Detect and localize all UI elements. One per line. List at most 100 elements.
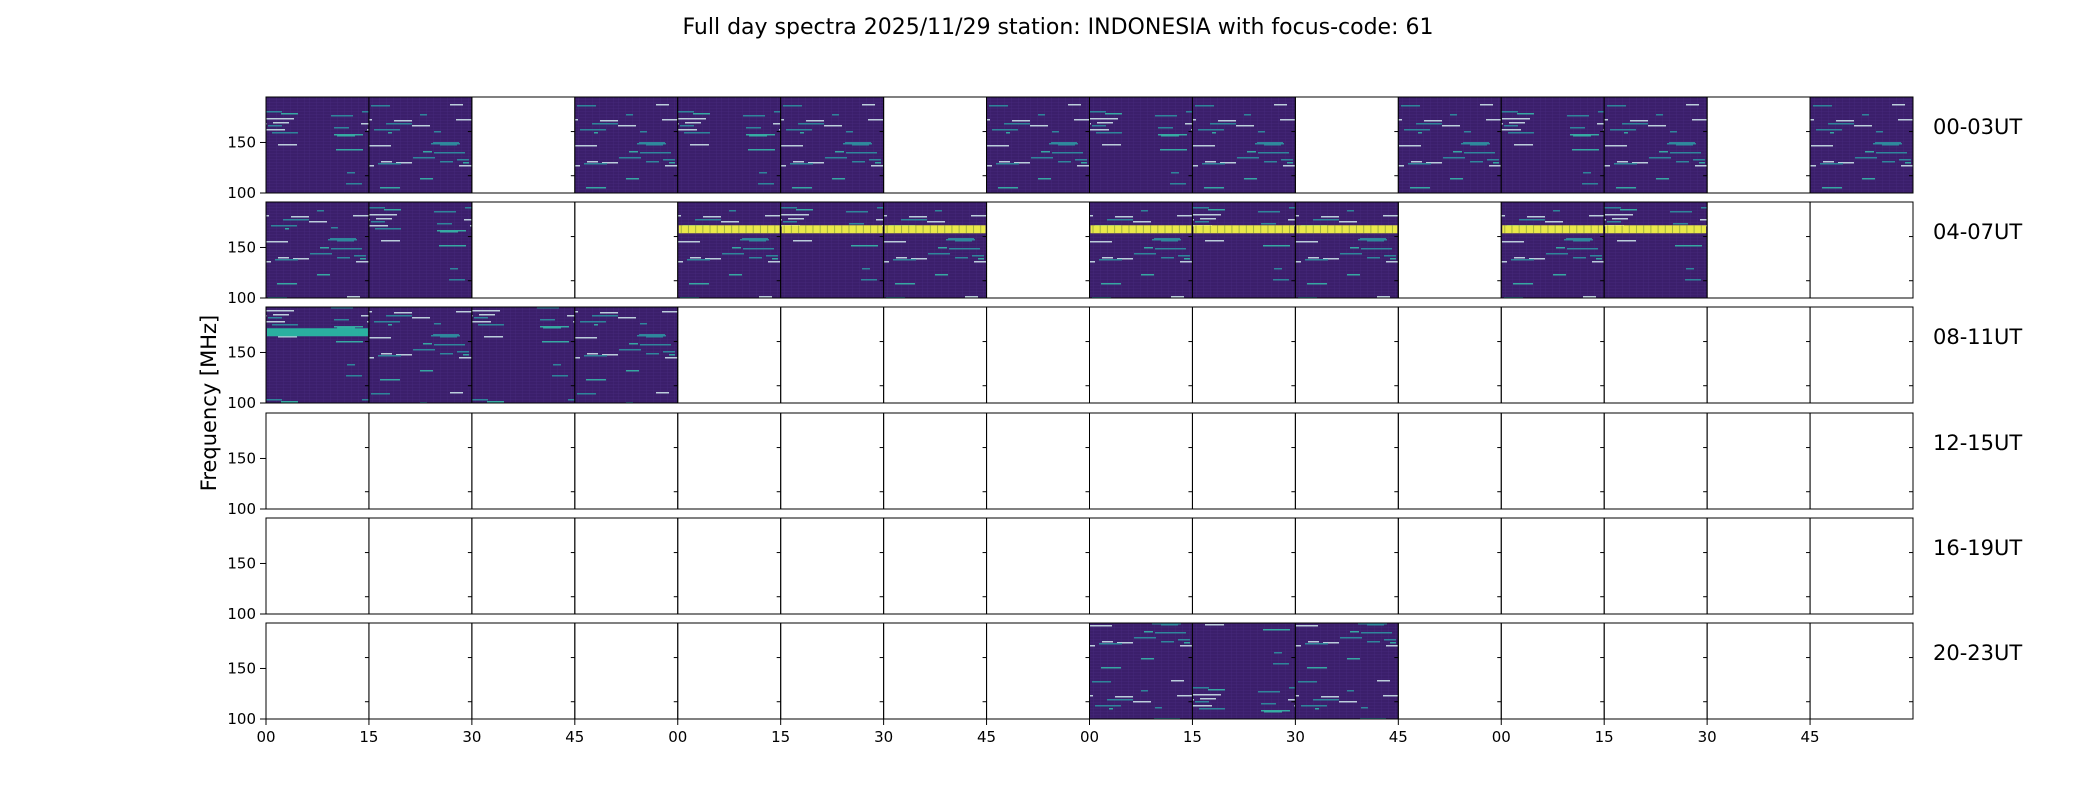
- panel-frame: [1809, 306, 1914, 404]
- rfi-band-mark: [752, 225, 754, 234]
- panel-frame: [1603, 306, 1708, 404]
- panel-frame: [1706, 622, 1811, 720]
- panel-frame: [574, 201, 679, 299]
- rfi-band-mark: [1657, 225, 1659, 234]
- panel-frame: [265, 517, 370, 615]
- rfi-band-mark: [819, 225, 821, 234]
- rfi-band-mark: [973, 225, 975, 234]
- panel-frame: [677, 306, 782, 404]
- panel-frame: [471, 201, 576, 299]
- rfi-band: [267, 328, 368, 337]
- rfi-band-mark: [1700, 225, 1702, 234]
- rfi-band-mark: [929, 225, 931, 234]
- panel-frame: [986, 517, 1090, 615]
- rfi-band-mark: [1511, 225, 1513, 234]
- panel-frame: [780, 517, 885, 615]
- panel-frame: [1294, 96, 1399, 194]
- panel-frame: [1809, 201, 1914, 299]
- rfi-band-mark: [1157, 225, 1159, 234]
- rfi-band-mark: [716, 225, 718, 234]
- rfi-band: [1502, 225, 1604, 234]
- rfi-band-mark: [1327, 225, 1329, 234]
- spectra-row-04-07UT: 100 150 04-07UT: [227, 201, 2022, 307]
- rfi-band-mark: [1635, 225, 1637, 234]
- panel-frame: [265, 412, 370, 510]
- panel-frame: [471, 622, 576, 720]
- spectra-row-20-23UT: 100 150 20-23UT: [227, 622, 2022, 728]
- y-tick-label: 150: [227, 449, 256, 467]
- y-tick-label: 150: [227, 659, 256, 677]
- panel-frame: [883, 517, 988, 615]
- rfi-band-mark: [1209, 225, 1211, 234]
- rfi-band-mark: [812, 225, 814, 234]
- rfi-band-mark: [1504, 225, 1506, 234]
- rfi-band-mark: [893, 225, 895, 234]
- rfi-band-mark: [1142, 225, 1144, 234]
- rfi-band-mark: [1643, 225, 1645, 234]
- panel-frame: [471, 412, 576, 510]
- rfi-band-mark: [826, 225, 828, 234]
- y-tick-label: 100: [227, 289, 256, 307]
- x-axis: 00 15 30 45 00 15 30 45 00 15 30 45 00 15 30 45: [256, 719, 1820, 746]
- rfi-band-mark: [1597, 225, 1599, 234]
- y-tick-label: 100: [227, 500, 256, 518]
- rfi-band-mark: [790, 225, 792, 234]
- row-label: 00-03UT: [1933, 115, 2022, 139]
- spectrogram-tile: [1089, 97, 1193, 193]
- rfi-band-mark: [1114, 225, 1116, 234]
- chart-title: Full day spectra 2025/11/29 station: IND…: [682, 15, 1433, 40]
- rfi-band-mark: [1171, 225, 1173, 234]
- spectrogram-tile: [1192, 623, 1296, 719]
- rfi-band-mark: [1686, 225, 1688, 234]
- rfi-band-mark: [805, 225, 807, 234]
- rfi-band-mark: [1614, 225, 1616, 234]
- spectrogram-tile: [574, 97, 678, 193]
- panel-frame: [986, 412, 1090, 510]
- rfi-band-mark: [1289, 225, 1291, 234]
- rfi-band-mark: [1576, 225, 1578, 234]
- panel-frame: [1397, 622, 1502, 720]
- panel-frame: [883, 622, 988, 720]
- panel-frame: [1191, 306, 1296, 404]
- rfi-band-mark: [1561, 225, 1563, 234]
- row-label: 12-15UT: [1933, 431, 2022, 455]
- panel-frame: [1500, 622, 1605, 720]
- panel-frame: [471, 517, 576, 615]
- panel-frame: [1706, 517, 1811, 615]
- rfi-band-mark: [774, 225, 776, 234]
- rfi-band-mark: [1341, 225, 1343, 234]
- rfi-band-mark: [965, 225, 967, 234]
- spectrogram-tile: [266, 307, 369, 403]
- rfi-band-mark: [980, 225, 982, 234]
- panel-frame: [780, 622, 885, 720]
- rfi-band: [1296, 225, 1398, 234]
- rfi-band-mark: [886, 225, 888, 234]
- x-tick-label: 30: [1698, 728, 1717, 746]
- panel-frame: [574, 622, 679, 720]
- panel-frame: [1706, 412, 1811, 510]
- rfi-band-mark: [695, 225, 697, 234]
- rfi-band-mark: [870, 225, 872, 234]
- rfi-band-mark: [1547, 225, 1549, 234]
- rfi-band-mark: [937, 225, 939, 234]
- x-tick-label: 45: [1389, 728, 1408, 746]
- rfi-band-mark: [1621, 225, 1623, 234]
- rfi-band-mark: [958, 225, 960, 234]
- row-label: 16-19UT: [1933, 536, 2022, 560]
- spectrogram-tile: [1501, 202, 1605, 298]
- rfi-band-mark: [680, 225, 682, 234]
- rfi-band-mark: [1164, 225, 1166, 234]
- spectrogram-tile: [574, 307, 678, 403]
- rfi-band-mark: [1391, 225, 1393, 234]
- x-tick-label: 30: [874, 728, 893, 746]
- y-axis-label: Frequency [MHz]: [197, 315, 221, 491]
- panel-frame: [265, 622, 370, 720]
- panel-frame: [471, 96, 576, 194]
- rfi-band-mark: [944, 225, 946, 234]
- y-tick-label: 100: [227, 605, 256, 623]
- panel-frame: [1089, 306, 1193, 404]
- rfi-band: [1605, 225, 1707, 234]
- rfi-band-mark: [1355, 225, 1357, 234]
- panel-frame: [677, 622, 782, 720]
- x-tick-label: 00: [1080, 728, 1099, 746]
